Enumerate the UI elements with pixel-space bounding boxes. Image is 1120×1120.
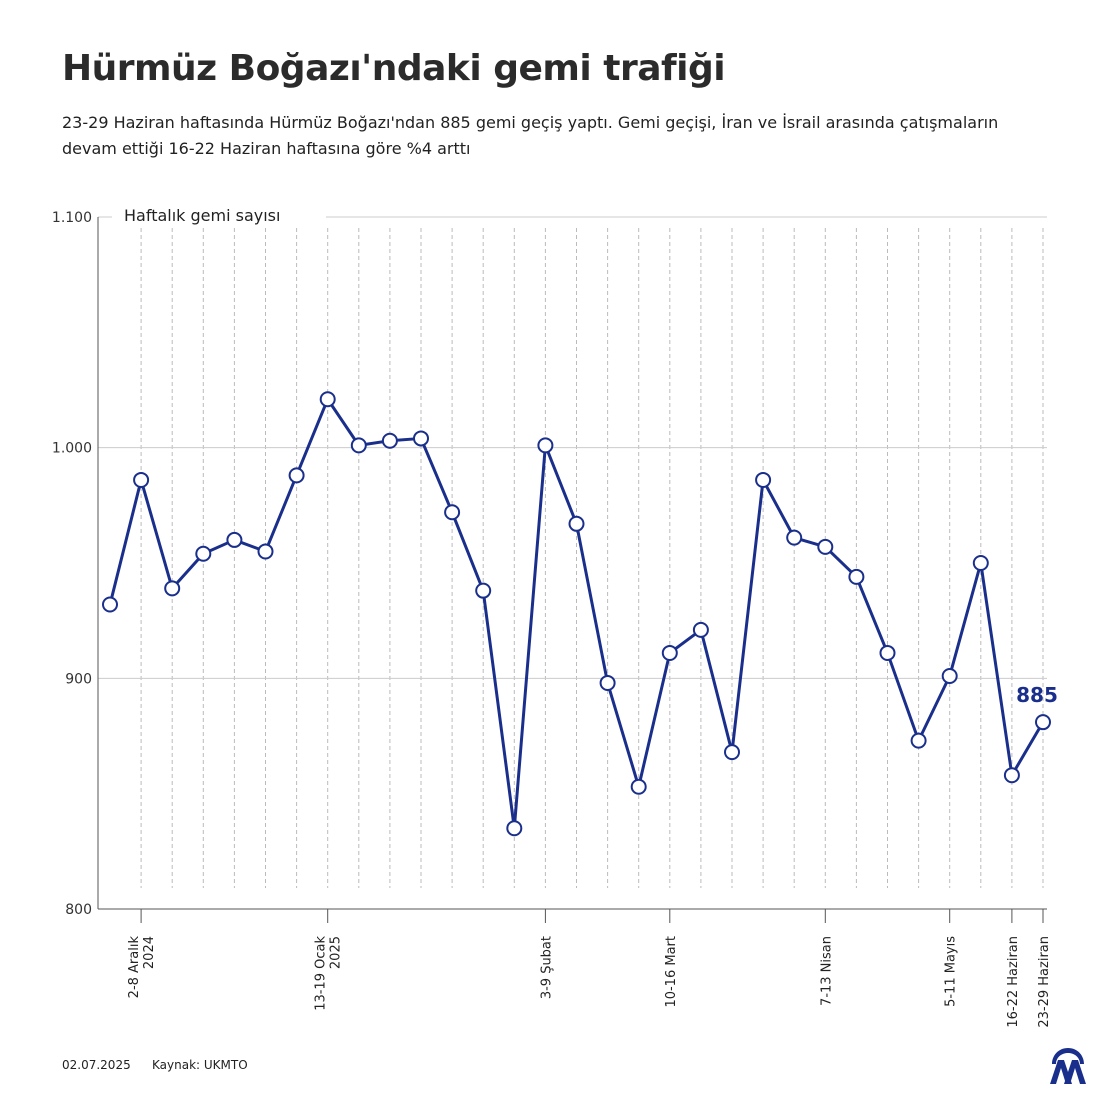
data-point [475, 582, 492, 599]
x-tick-label: 5-11 Mayıs [944, 936, 959, 1007]
data-point [941, 668, 958, 685]
data-point [1003, 767, 1020, 784]
data-point [164, 580, 181, 597]
data-point [1035, 714, 1051, 731]
data-point [133, 471, 150, 488]
data-point [102, 596, 118, 613]
page-title: Hürmüz Boğazı'ndaki gemi trafiği [62, 48, 726, 89]
data-point [599, 674, 616, 691]
data-point [381, 432, 398, 449]
data-point [444, 504, 461, 521]
source-label: Kaynak: UKMTO [152, 1058, 248, 1072]
x-tick-label: 3-9 Şubat [539, 936, 554, 999]
last-value-annotation: 885 [1016, 683, 1058, 707]
data-point [786, 529, 803, 546]
x-tick-label: 23-29 Haziran [1037, 936, 1052, 1028]
data-point [661, 644, 678, 661]
data-point [319, 391, 336, 408]
data-point [910, 732, 927, 749]
x-tick-label: 13-19 Ocak2025 [314, 936, 344, 1011]
data-point [568, 515, 585, 532]
x-tick-label: 7-13 Nisan [819, 936, 834, 1006]
aa-logo-icon [1050, 1048, 1086, 1084]
data-point [692, 621, 709, 638]
data-point [506, 820, 523, 837]
data-point [195, 545, 212, 562]
y-tick-label: 900 [65, 671, 92, 687]
data-point [288, 467, 305, 484]
y-tick-label: 800 [65, 902, 92, 918]
data-point [537, 437, 554, 454]
data-point [630, 778, 647, 795]
data-point [413, 430, 429, 447]
grid [98, 216, 1047, 888]
data-point [755, 471, 772, 488]
x-tick-label: 2-8 Aralık2024 [127, 936, 157, 999]
axes: 800 900 1.000 1.100 Haftalık gemi sayısı [52, 206, 1047, 923]
series-line-group [102, 391, 1051, 837]
data-point [879, 644, 896, 661]
publish-date: 02.07.2025 [62, 1058, 131, 1072]
y-tick-label: 1.000 [52, 441, 92, 457]
page-subtitle: 23-29 Haziran haftasında Hürmüz Boğazı'n… [62, 113, 999, 158]
data-point [848, 568, 865, 585]
labels: 2-8 Aralık2024 13-19 Ocak2025 3-9 Şubat 10-… [127, 683, 1058, 1027]
data-point [350, 437, 367, 454]
y-axis-label: Haftalık gemi sayısı [124, 206, 280, 225]
x-tick-label: 10-16 Mart [664, 936, 679, 1008]
x-tick-label: 16-22 Haziran [1006, 936, 1021, 1028]
data-point [724, 744, 740, 761]
y-tick-label: 1.100 [52, 210, 92, 226]
data-point [226, 531, 243, 548]
data-point [257, 543, 274, 560]
data-point [972, 555, 989, 571]
data-point [817, 538, 834, 555]
